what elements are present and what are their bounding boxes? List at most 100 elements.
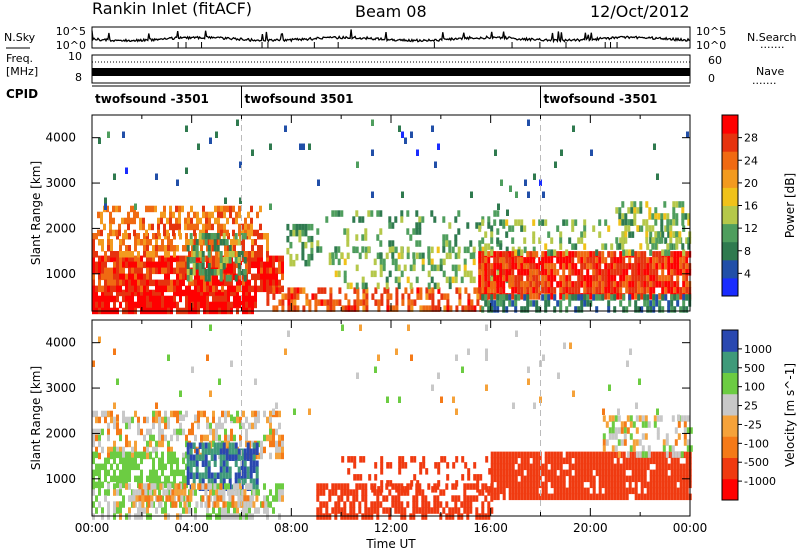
- rti-cell: [209, 137, 212, 144]
- rti-cell: [595, 294, 599, 301]
- rti-cell: [473, 305, 477, 312]
- rti-cell: [278, 440, 281, 448]
- rti-cell: [625, 275, 629, 282]
- rti-cell: [221, 410, 224, 418]
- rti-cell: [307, 223, 311, 231]
- rti-cell: [158, 285, 161, 293]
- rti-cell: [107, 422, 110, 430]
- rti-cell: [655, 263, 659, 270]
- rti-cell: [125, 279, 128, 287]
- rti-cell: [652, 306, 656, 313]
- rti-cell: [228, 484, 232, 491]
- rti-cell: [239, 301, 242, 309]
- rti-cell: [412, 501, 416, 508]
- rti-cell: [532, 269, 536, 276]
- rti-cell: [667, 281, 671, 288]
- rti-cell: [514, 263, 518, 270]
- rti-cell: [598, 251, 602, 258]
- rti-cell: [580, 475, 584, 483]
- rti-cell: [254, 255, 257, 263]
- rti-cell: [379, 228, 383, 235]
- rti-cell: [649, 263, 653, 270]
- rti-cell: [553, 487, 557, 495]
- rti-cell: [98, 239, 101, 246]
- rti-cell: [134, 267, 137, 275]
- rti-cell: [301, 253, 305, 261]
- rti-cell: [223, 205, 226, 213]
- rti-cell: [110, 255, 113, 263]
- rti-cell: [107, 489, 110, 496]
- rti-cell: [436, 246, 440, 254]
- rti-cell: [455, 354, 458, 361]
- rti-cell: [646, 306, 650, 313]
- rti-cell: [320, 287, 324, 294]
- rti-cell: [623, 433, 627, 440]
- rti-cell: [443, 293, 447, 300]
- rti-cell: [637, 257, 641, 264]
- rti-cell: [361, 489, 365, 496]
- rti-cell: [92, 440, 95, 448]
- rti-cell: [299, 287, 303, 294]
- rti-cell: [192, 454, 196, 461]
- rti-cell: [107, 513, 110, 520]
- rti-cell: [319, 513, 323, 520]
- rti-cell: [179, 414, 182, 421]
- rti-cell: [478, 489, 482, 496]
- rti-cell: [128, 457, 131, 465]
- rti-cell: [189, 472, 193, 479]
- rti-cell: [155, 285, 158, 293]
- rti-cell: [179, 295, 182, 303]
- rti-cell: [479, 305, 483, 312]
- freq-label: Freq.: [6, 52, 33, 65]
- rti-cell: [128, 513, 131, 520]
- rti-cell: [257, 410, 260, 418]
- rti-cell: [346, 282, 350, 290]
- rti-cell: [437, 305, 441, 312]
- rti-cell: [222, 448, 226, 455]
- rti-cell: [481, 263, 485, 270]
- rti-cell: [201, 454, 205, 461]
- rti-cell: [550, 257, 554, 264]
- rti-cell: [206, 289, 209, 297]
- rti-cell: [213, 239, 217, 246]
- rti-cell: [436, 501, 440, 508]
- rti-cell: [131, 416, 134, 424]
- rti-cell: [614, 415, 618, 422]
- rti-cell: [505, 294, 509, 301]
- rti-cell: [224, 410, 227, 418]
- rti-cell: [337, 246, 341, 253]
- rti-cell: [296, 293, 300, 300]
- rti-cell: [523, 493, 527, 501]
- rti-cell: [649, 281, 653, 288]
- rti-cell: [254, 410, 257, 418]
- rti-cell: [217, 223, 220, 231]
- rti-cell: [298, 223, 302, 231]
- rti-cell: [568, 451, 572, 459]
- rti-cell: [122, 452, 125, 460]
- rti-cell: [237, 495, 241, 502]
- rti-cell: [514, 249, 518, 256]
- rti-cell: [161, 416, 164, 424]
- rti-cell: [131, 261, 134, 269]
- rti-cell: [604, 275, 608, 282]
- rti-cell: [281, 293, 285, 300]
- rti-cell: [496, 251, 500, 258]
- rti-cell: [457, 246, 461, 254]
- rti-cell: [379, 270, 383, 278]
- rti-cell: [221, 301, 224, 309]
- x-axis-label: Time UT: [365, 537, 416, 551]
- rti-cell: [231, 489, 235, 496]
- rti-cell: [627, 225, 631, 232]
- rti-cell: [185, 295, 188, 303]
- rti-cell: [619, 237, 623, 244]
- rti-cell: [116, 233, 119, 240]
- rti-cell: [400, 210, 404, 217]
- rti-cell: [433, 216, 437, 223]
- rti-cell: [451, 495, 455, 502]
- rti-cell: [677, 421, 681, 428]
- rti-cell: [337, 507, 341, 514]
- rti-cell: [682, 493, 686, 501]
- rti-cell: [409, 264, 413, 272]
- rti-cell: [263, 410, 266, 418]
- rti-cell: [514, 457, 518, 465]
